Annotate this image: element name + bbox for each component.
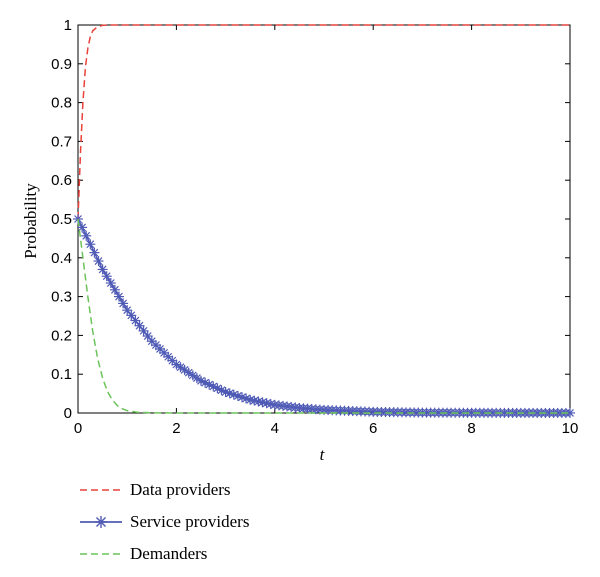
- legend-item-demanders: Demanders: [78, 538, 249, 570]
- series-marker-1: [89, 247, 100, 258]
- series-marker-1: [109, 284, 120, 295]
- series-marker-1: [81, 230, 92, 241]
- series-marker-1: [142, 331, 153, 342]
- series-line-2: [77, 218, 570, 414]
- y-tick-label: 0.1: [51, 366, 72, 383]
- legend-swatch-data-providers: [80, 489, 122, 491]
- y-tick-label: 0.3: [51, 289, 72, 306]
- y-tick-label: 0.6: [51, 172, 72, 189]
- y-tick-label: 0: [64, 405, 72, 422]
- legend-item-data-providers: Data providers: [78, 474, 249, 506]
- series-marker-1: [114, 291, 124, 302]
- x-axis-label: t: [320, 445, 326, 464]
- y-tick-label: 0.9: [51, 56, 72, 73]
- legend-label-data-providers: Data providers: [130, 480, 231, 499]
- series-marker-1: [565, 407, 575, 418]
- series-marker-1: [97, 264, 108, 275]
- legend-label-demanders: Demanders: [130, 544, 208, 563]
- x-tick-label: 0: [74, 420, 82, 437]
- series-marker-1: [130, 315, 141, 326]
- legend-swatch-demanders: [80, 553, 122, 555]
- chart: 0 2 4 6 8 10 0 0.1 0.2 0.3 0.4 0.5 0.6 0.7 0.8 0.9 1 Pro…: [21, 17, 578, 464]
- y-tick-label: 0.4: [51, 250, 72, 267]
- legend-label-service-providers: Service providers: [130, 512, 250, 531]
- series-marker-1: [224, 388, 235, 399]
- y-tick-label: 0.2: [51, 327, 72, 344]
- series-marker-1: [118, 298, 129, 309]
- x-tick-label: 8: [467, 420, 475, 437]
- y-tick-label: 0.7: [51, 133, 72, 150]
- series-marker-1: [85, 239, 96, 250]
- legend-item-service-providers: Service providers: [78, 506, 249, 538]
- series-marker-1: [134, 320, 145, 331]
- axes-box: [77, 24, 571, 414]
- y-tick-label: 1: [64, 17, 72, 34]
- plot-area: 0 2 4 6 8 10 0 0.1 0.2 0.3 0.4 0.5 0.6 0.7 0.8 0.9 1: [51, 17, 578, 437]
- series-marker-1: [93, 256, 104, 267]
- series-marker-1: [77, 222, 88, 233]
- series-marker-1: [228, 389, 239, 400]
- y-tick-label: 0.8: [51, 95, 72, 112]
- series-marker-1: [216, 385, 227, 396]
- y-tick-label: 0.5: [51, 211, 72, 228]
- x-tick-label: 10: [562, 420, 579, 437]
- series-marker-1: [105, 278, 116, 289]
- y-axis-label: Probability: [21, 183, 40, 259]
- series-line-1: [77, 218, 570, 414]
- series-marker-1: [122, 305, 133, 316]
- x-tick-label: 2: [172, 420, 180, 437]
- x-tick-label: 4: [271, 420, 279, 437]
- series-marker-1: [204, 379, 215, 390]
- x-tick-label: 6: [369, 420, 377, 437]
- series-marker-1: [138, 325, 149, 336]
- series-marker-1: [126, 310, 137, 321]
- series-marker-1: [101, 271, 112, 282]
- legend-swatch-service-providers: [80, 516, 122, 528]
- legend: Data providers Service providers Demande…: [78, 474, 249, 570]
- series-line-0: [77, 24, 570, 220]
